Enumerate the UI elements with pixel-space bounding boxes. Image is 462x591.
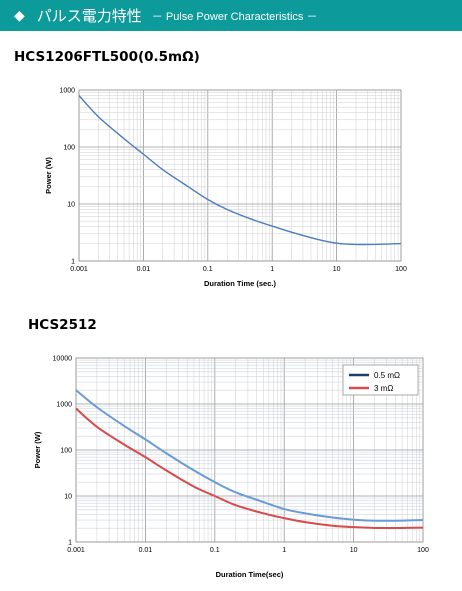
legend-label: 3 mΩ	[374, 384, 393, 393]
x-tick-label: 0.01	[137, 266, 151, 273]
y-tick-label: 1000	[59, 88, 75, 95]
y-tick-label: 10000	[53, 356, 73, 363]
y-tick-label: 1000	[56, 402, 72, 409]
chart1-title: HCS1206FTL500(0.5mΩ)	[14, 49, 200, 65]
plot-area	[78, 89, 402, 262]
y-tick-label: 100	[63, 145, 75, 152]
y-tick-label: 10	[64, 494, 72, 501]
y-tick-label: 100	[60, 448, 72, 455]
legend-label: 0.5 mΩ	[374, 371, 400, 380]
x-tick-label: 0.1	[203, 266, 213, 273]
section-title-jp: パルス電力特性	[36, 7, 142, 25]
legend-box	[342, 364, 419, 396]
series-line-1	[75, 389, 424, 522]
diamond-bullet-icon: ◆	[14, 7, 25, 23]
x-tick-label: 1	[270, 266, 274, 273]
x-tick-label: 10	[350, 547, 358, 554]
x-tick-label: 100	[417, 547, 429, 554]
y-tick-label: 1	[71, 259, 75, 266]
section-title-en: － Pulse Power Characteristics －	[151, 10, 318, 23]
y-axis-label: Power (W)	[33, 431, 42, 468]
x-axis-label: Duration Time(sec)	[216, 570, 284, 579]
chart1-pulse-power-hcs1206: 0.001 0.01 0.1 1 10 100 1 10 100 1000 Duration Tim…	[44, 88, 407, 289]
y-axis-label: Power (W)	[44, 157, 53, 194]
x-tick-label: 0.01	[139, 547, 153, 554]
series-line-2	[75, 407, 424, 530]
x-axis-label: Duration Time (sec.)	[204, 279, 276, 288]
x-tick-label: 0.1	[210, 547, 220, 554]
series-line-1	[78, 95, 402, 246]
chart2-title: HCS2512	[28, 317, 97, 333]
x-tick-label: 0.001	[67, 547, 85, 554]
x-tick-label: 0.001	[70, 266, 88, 273]
x-tick-label: 100	[395, 266, 407, 273]
x-tick-label: 1	[282, 547, 286, 554]
section-header: ◆ パルス電力特性 － Pulse Power Characteristics …	[0, 0, 462, 31]
x-tick-label: 10	[333, 266, 341, 273]
y-tick-label: 10	[67, 202, 75, 209]
y-tick-label: 1	[68, 540, 72, 547]
